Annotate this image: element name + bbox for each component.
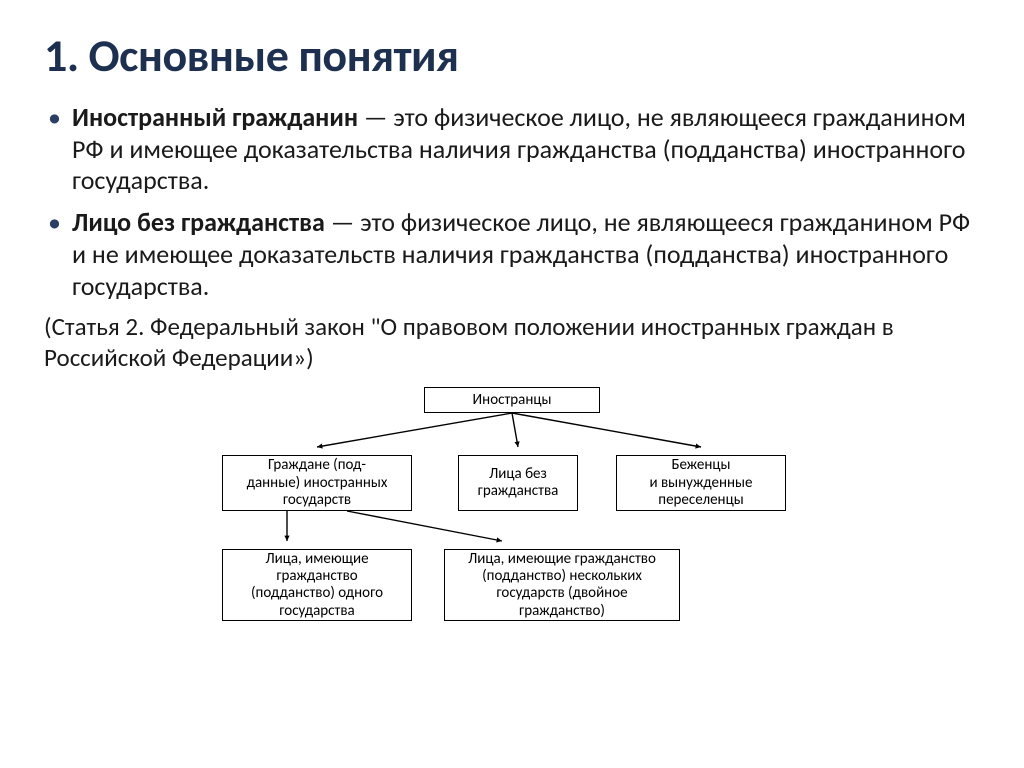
diagram-node: Лица безгражданства (458, 455, 578, 511)
diagram-node: Лица, имеющие гражданство(подданство) не… (444, 549, 680, 621)
term: Лицо без гражданства (72, 206, 325, 238)
slide-title: 1. Основные понятия (44, 28, 980, 84)
diagram-node: Беженцыи вынужденныепереселенцы (616, 455, 786, 511)
bullet-item: Иностранный гражданин — это физическое л… (72, 102, 980, 197)
diagram-node: Граждане (под-данные) иностранныхгосудар… (222, 455, 412, 511)
foreigners-diagram: Иностранцы Граждане (под-данные) иностран… (162, 387, 862, 623)
diagram-node: Лица, имеющиегражданство(подданство) одн… (222, 549, 412, 621)
source-citation: (Статья 2. Федеральный закон "О правовом… (44, 312, 980, 373)
term: Иностранный гражданин (72, 101, 358, 133)
bullet-item: Лицо без гражданства — это физическое ли… (72, 207, 980, 302)
diagram-node: Иностранцы (424, 387, 600, 413)
